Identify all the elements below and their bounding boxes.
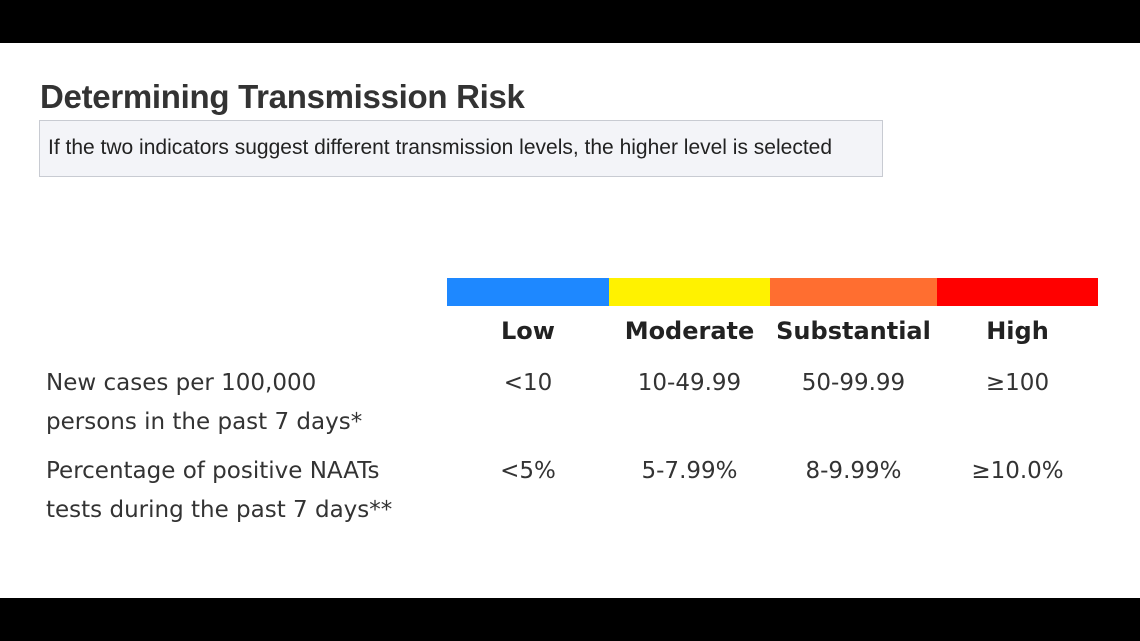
letterbox-top — [0, 0, 1140, 43]
color-bar-high — [937, 278, 1098, 306]
table-cell: 5-7.99% — [641, 458, 738, 484]
row-label-positive-tests: Percentage of positive NAATs tests durin… — [46, 452, 392, 530]
table-cell: 10-49.99 — [637, 370, 742, 396]
slide-canvas: Determining Transmission Risk If the two… — [0, 43, 1140, 598]
row-label-line: tests during the past 7 days** — [46, 497, 393, 523]
color-bar-moderate — [609, 278, 770, 306]
row-label-new-cases: New cases per 100,000 persons in the pas… — [46, 364, 362, 442]
row-label-line: Percentage of positive NAATs — [46, 458, 380, 484]
table-cell: 50-99.99 — [801, 370, 906, 396]
table-cell: <10 — [503, 370, 553, 396]
table-cell: ≥10.0% — [971, 458, 1064, 484]
note-text: If the two indicators suggest different … — [48, 136, 833, 159]
table-cell: 8-9.99% — [805, 458, 902, 484]
level-label-high: High — [986, 317, 1049, 345]
row-label-line: persons in the past 7 days* — [46, 409, 363, 435]
color-bar-low — [447, 278, 609, 306]
level-label-substantial: Substantial — [776, 317, 931, 345]
color-bar-substantial — [770, 278, 937, 306]
row-label-line: New cases per 100,000 — [46, 370, 317, 396]
table-cell: ≥100 — [985, 370, 1050, 396]
letterbox-bottom — [0, 598, 1140, 641]
table-cell: <5% — [500, 458, 556, 484]
level-label-low: Low — [501, 317, 555, 345]
note-box: If the two indicators suggest different … — [39, 120, 883, 177]
level-label-moderate: Moderate — [624, 317, 755, 345]
page-title: Determining Transmission Risk — [40, 78, 525, 115]
